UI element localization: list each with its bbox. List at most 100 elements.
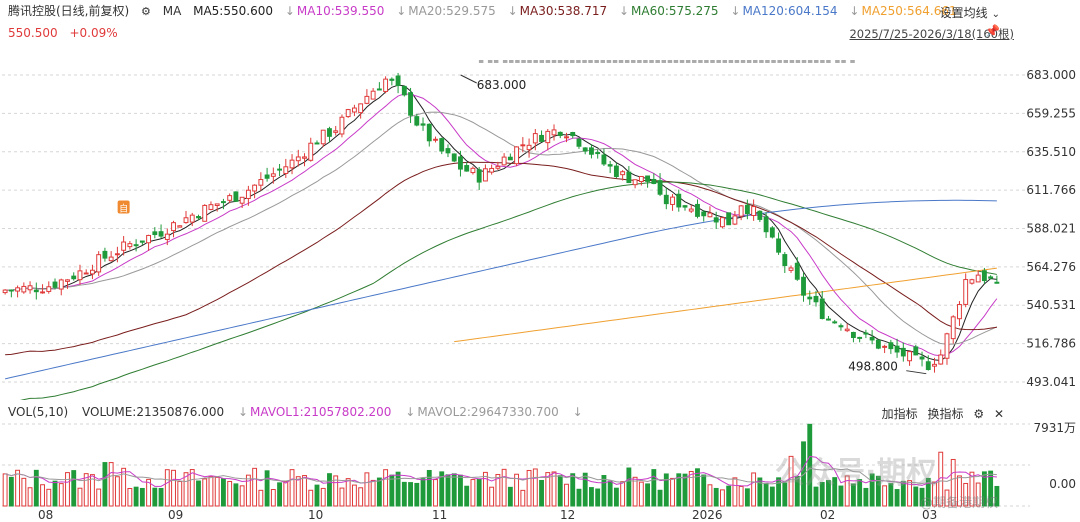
volume-bar[interactable]: [139, 487, 145, 507]
candle[interactable]: [439, 138, 445, 152]
candle[interactable]: [638, 175, 644, 182]
candle[interactable]: [863, 332, 869, 335]
candle[interactable]: [682, 205, 688, 208]
candle[interactable]: [183, 217, 189, 224]
volume-bar[interactable]: [476, 478, 482, 507]
volume-bar[interactable]: [433, 479, 438, 507]
volume-bar[interactable]: [957, 475, 962, 507]
candle[interactable]: [732, 215, 738, 225]
volume-bar[interactable]: [682, 473, 688, 507]
volume-bar[interactable]: [850, 483, 856, 507]
candle[interactable]: [364, 95, 370, 104]
candle[interactable]: [657, 180, 663, 195]
candle[interactable]: [470, 167, 476, 174]
volume-bar[interactable]: [613, 487, 619, 507]
volume-bar[interactable]: [40, 484, 45, 507]
candle[interactable]: [738, 205, 744, 217]
candle[interactable]: [264, 174, 270, 179]
volume-bar[interactable]: [2, 473, 8, 507]
candle[interactable]: [557, 131, 563, 136]
volume-bar[interactable]: [358, 487, 364, 507]
volume-bar[interactable]: [994, 485, 1000, 507]
candle[interactable]: [963, 279, 969, 305]
volume-bar[interactable]: [638, 481, 644, 507]
volume-bar[interactable]: [65, 472, 70, 507]
candle[interactable]: [40, 291, 45, 294]
candle[interactable]: [919, 356, 925, 360]
candle[interactable]: [907, 351, 912, 362]
volume-bar[interactable]: [695, 468, 700, 507]
candle[interactable]: [838, 325, 844, 328]
volume-bar[interactable]: [283, 481, 289, 507]
volume-bar[interactable]: [302, 475, 307, 507]
candle[interactable]: [719, 217, 725, 228]
candle[interactable]: [389, 78, 395, 81]
volume-bar[interactable]: [339, 487, 345, 507]
volume-bar[interactable]: [239, 485, 245, 507]
candle[interactable]: [333, 130, 339, 133]
candle[interactable]: [888, 342, 894, 350]
candle[interactable]: [670, 196, 675, 205]
volume-bar[interactable]: [108, 462, 114, 507]
volume-bar[interactable]: [383, 469, 389, 507]
stock-name[interactable]: 腾讯控股(日线,前复权): [8, 4, 130, 18]
volume-bar[interactable]: [183, 472, 189, 507]
volume-bar[interactable]: [576, 488, 582, 507]
candle[interactable]: [794, 262, 800, 280]
volume-bar[interactable]: [651, 469, 657, 507]
volume-bar[interactable]: [645, 483, 651, 507]
candle[interactable]: [376, 88, 382, 91]
volume-bar[interactable]: [663, 473, 669, 507]
volume-bar[interactable]: [401, 481, 407, 507]
candle[interactable]: [464, 165, 470, 172]
candle[interactable]: [981, 270, 987, 282]
candle[interactable]: [975, 274, 981, 283]
candle[interactable]: [33, 289, 39, 293]
volume-bar[interactable]: [863, 487, 869, 507]
volume-bar[interactable]: [826, 480, 831, 507]
volume-bar[interactable]: [83, 473, 89, 507]
volume-bar[interactable]: [607, 480, 613, 507]
volume-bar[interactable]: [632, 476, 638, 507]
candle[interactable]: [875, 339, 881, 349]
candle[interactable]: [589, 147, 594, 155]
candle[interactable]: [414, 116, 420, 126]
candle[interactable]: [495, 165, 501, 169]
volume-bar[interactable]: [420, 478, 426, 507]
volume-bar[interactable]: [27, 487, 33, 507]
volume-bar[interactable]: [376, 477, 382, 507]
volume-bar[interactable]: [308, 489, 314, 507]
candle[interactable]: [46, 286, 52, 292]
candle[interactable]: [214, 203, 220, 206]
candle[interactable]: [164, 233, 170, 240]
volume-bar[interactable]: [882, 485, 888, 507]
volume-bar[interactable]: [819, 481, 825, 507]
volume-bar[interactable]: [370, 479, 376, 507]
candle[interactable]: [925, 361, 931, 371]
volume-bar[interactable]: [844, 475, 850, 507]
candle[interactable]: [564, 136, 569, 139]
volume-bar[interactable]: [33, 469, 39, 507]
volume-bar[interactable]: [657, 489, 663, 507]
candle[interactable]: [408, 92, 413, 116]
volume-bar[interactable]: [913, 486, 919, 507]
candle[interactable]: [957, 304, 962, 320]
volume-bar[interactable]: [320, 487, 326, 507]
volume-bar[interactable]: [670, 477, 675, 507]
volume-bar[interactable]: [102, 462, 108, 507]
volume-bar[interactable]: [732, 477, 738, 507]
volume-bar[interactable]: [526, 469, 532, 507]
volume-bar[interactable]: [202, 478, 208, 507]
volume-bar[interactable]: [489, 486, 495, 507]
candle[interactable]: [2, 289, 8, 294]
candle[interactable]: [58, 279, 64, 290]
candle[interactable]: [576, 138, 582, 147]
volume-bar[interactable]: [295, 476, 301, 507]
volume-bar[interactable]: [414, 482, 420, 507]
volume-bar[interactable]: [196, 480, 201, 507]
volume-bar[interactable]: [769, 486, 775, 507]
candle[interactable]: [819, 298, 825, 319]
volume-bar[interactable]: [227, 480, 233, 507]
candle[interactable]: [445, 148, 451, 154]
volume-bar[interactable]: [127, 487, 133, 507]
